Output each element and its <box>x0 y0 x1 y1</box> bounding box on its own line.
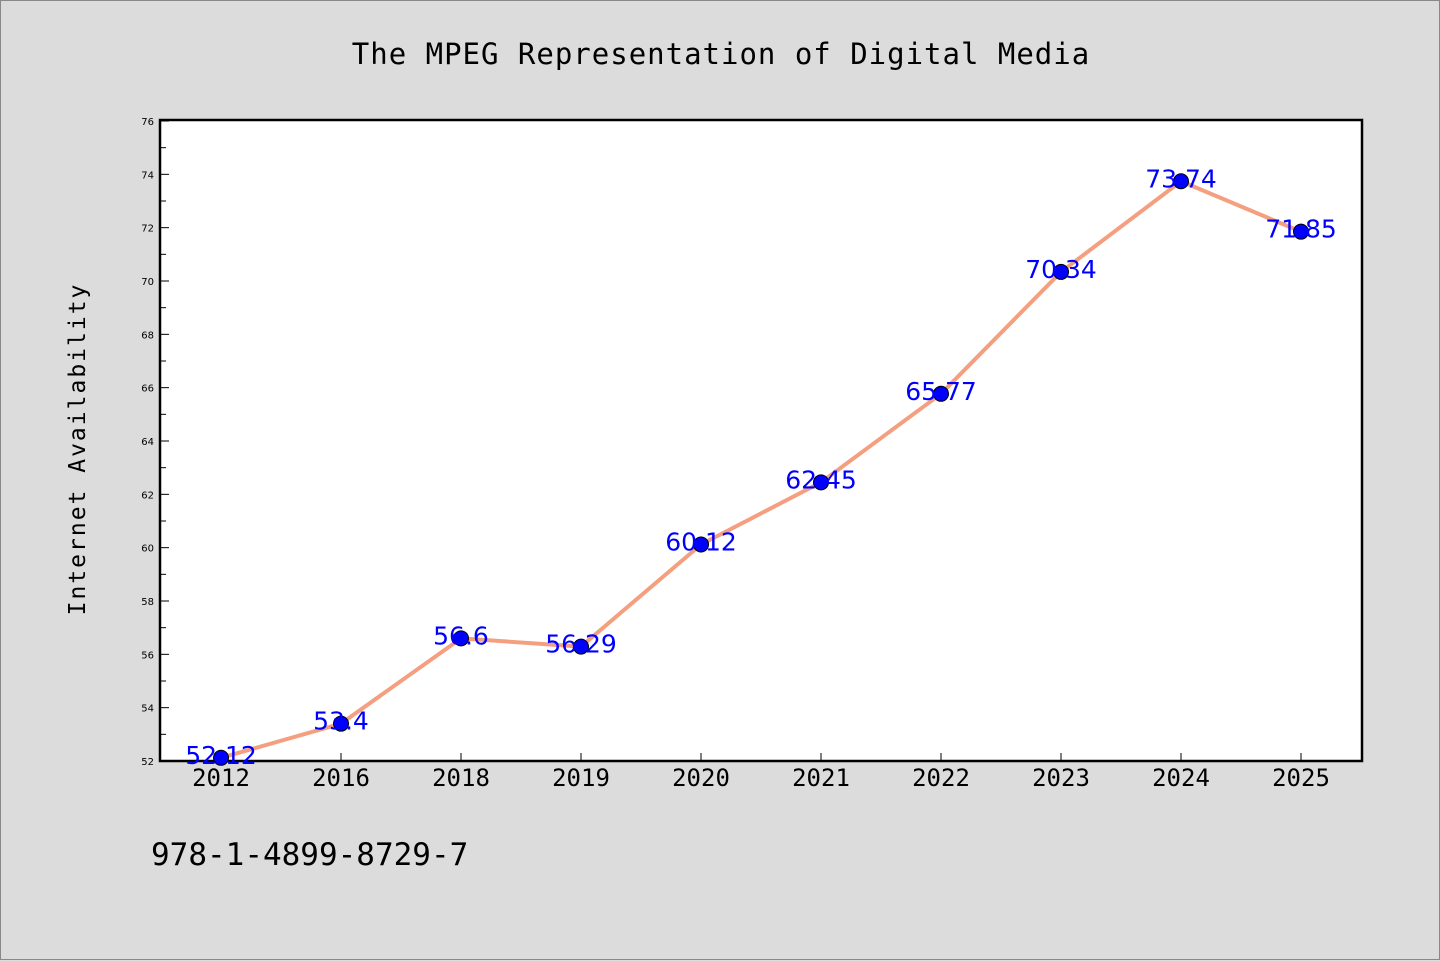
footer-isbn: 978-1-4899-8729-7 <box>151 837 468 873</box>
data-label: 73.74 <box>1145 164 1217 193</box>
x-axis: 2012 2016 2018 2019 2020 2021 2022 2023 2024 2025 <box>192 753 1330 792</box>
data-label: 71.85 <box>1265 215 1337 244</box>
data-label: 53.4 <box>313 707 369 736</box>
data-point <box>693 536 709 553</box>
y-tick-label: 60 <box>141 544 154 555</box>
x-tick-label: 2023 <box>1032 764 1090 792</box>
data-point <box>933 385 949 402</box>
data-point <box>813 474 829 491</box>
x-tick-label: 2020 <box>672 764 730 792</box>
data-label: 56.6 <box>433 621 489 650</box>
data-label: 65.77 <box>905 377 977 406</box>
data-labels: 52.12 53.4 56.6 56.29 60.12 62.45 65.77 70.34 73… <box>185 164 1337 770</box>
x-tick-label: 2024 <box>1152 764 1210 792</box>
data-label: 62.45 <box>785 465 857 494</box>
x-tick-label: 2021 <box>792 764 850 792</box>
x-tick-label: 2019 <box>552 764 610 792</box>
data-label: 60.12 <box>665 527 737 556</box>
y-tick-label: 76 <box>141 117 154 128</box>
plot-area <box>158 118 1364 763</box>
y-tick-label: 72 <box>141 224 154 235</box>
data-label: 52.12 <box>185 741 257 770</box>
data-label: 56.29 <box>545 630 617 659</box>
y-axis-label: Internet Availability <box>65 283 91 616</box>
x-tick-label: 2025 <box>1272 764 1330 792</box>
series-line <box>220 179 1302 760</box>
data-label: 70.34 <box>1025 255 1097 284</box>
data-point <box>453 630 469 647</box>
data-point <box>573 638 589 655</box>
data-points <box>213 173 1309 766</box>
chart-title: The MPEG Representation of Digital Media <box>352 37 1090 71</box>
x-tick-label: 2016 <box>312 764 370 792</box>
y-tick-label: 62 <box>141 490 154 501</box>
x-tick-label: 2018 <box>432 764 490 792</box>
x-tick-label: 2022 <box>912 764 970 792</box>
y-tick-label: 70 <box>141 277 154 288</box>
y-tick-label: 74 <box>141 170 154 181</box>
data-point <box>333 715 349 732</box>
data-point <box>1053 263 1069 280</box>
data-point <box>1293 223 1309 240</box>
y-tick-label: 58 <box>141 597 154 608</box>
y-tick-label: 68 <box>141 330 154 341</box>
data-point <box>1173 173 1189 190</box>
y-tick-label: 52 <box>141 757 154 768</box>
y-tick-label: 66 <box>141 384 154 395</box>
y-tick-label: 54 <box>141 704 154 715</box>
x-tick-label: 2012 <box>192 764 250 792</box>
data-point <box>213 749 229 766</box>
y-axis: 52 54 56 58 60 62 64 66 68 70 72 74 76 <box>141 117 169 768</box>
y-tick-label: 56 <box>141 650 154 661</box>
y-tick-label: 64 <box>141 437 154 448</box>
